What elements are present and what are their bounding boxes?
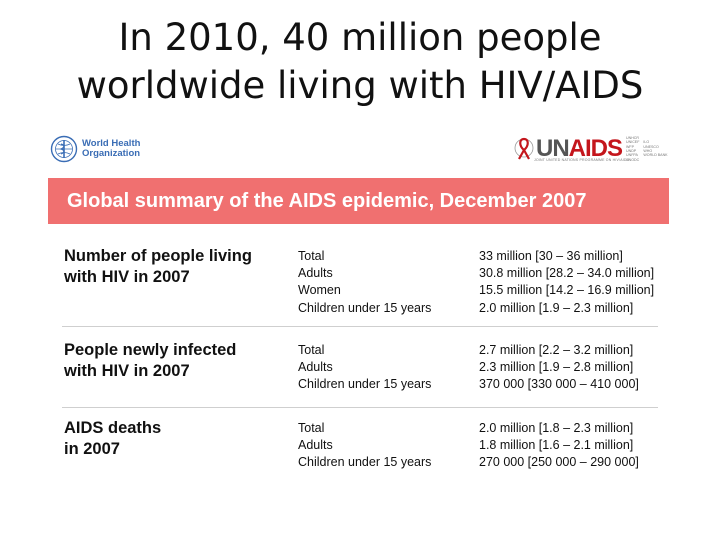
- unaids-wordmark-un: UN: [536, 135, 570, 162]
- estimate-value: 1.8 million [1.6 – 2.1 million]: [479, 438, 634, 453]
- estimate-value: 270 000 [250 000 – 290 000]: [479, 455, 639, 470]
- category-label: Total: [298, 249, 325, 263]
- category-label: Total: [298, 343, 325, 357]
- section-heading: People newly infected with HIV in 2007: [64, 340, 284, 382]
- summary-banner: Global summary of the AIDS epidemic, Dec…: [48, 178, 669, 224]
- section-heading-line: with HIV in 2007: [64, 268, 190, 286]
- value-list: 33 million [30 – 36 million] 30.8 millio…: [479, 248, 664, 317]
- cosponsor: UNDP: [626, 149, 637, 153]
- category-label: Children under 15 years: [298, 300, 432, 315]
- category-list: Total Adults Children under 15 years: [298, 342, 468, 394]
- category-label: Adults: [298, 438, 333, 453]
- cosponsor: WORLD BANK: [643, 153, 668, 158]
- cosponsor: WHO: [643, 149, 653, 153]
- category-label: Children under 15 years: [298, 455, 432, 470]
- category-list: Total Adults Women Children under 15 yea…: [298, 248, 468, 317]
- who-name-line-1: World Health: [82, 138, 141, 149]
- category-label: Total: [298, 421, 325, 435]
- section-heading-line: in 2007: [64, 440, 120, 458]
- cosponsor: WFP: [626, 144, 634, 149]
- estimate-value: 15.5 million [14.2 – 16.9 million]: [479, 283, 655, 298]
- unaids-tagline: JOINT UNITED NATIONS PROGRAMME ON HIV/AI…: [534, 158, 630, 162]
- cosponsor: ILO: [643, 140, 650, 145]
- category-list: Total Adults Children under 15 years: [298, 420, 468, 472]
- estimate-value: 2.7 million [2.2 – 3.2 million]: [479, 343, 634, 357]
- unaids-cosponsors: UNHCR UNICEF WFP UNDP UNFPA UNODC: [626, 136, 639, 162]
- estimate-value: 30.8 million [28.2 – 34.0 million]: [479, 266, 655, 281]
- estimate-value: 370 000 [330 000 – 410 000]: [479, 377, 639, 392]
- red-ribbon-icon: [514, 137, 534, 160]
- slide-title-line-2: worldwide living with HIV/AIDS: [76, 64, 644, 107]
- section-heading: AIDS deaths in 2007: [64, 418, 284, 460]
- who-name: World Health Organization: [82, 139, 140, 159]
- unaids-wordmark: UNAIDS: [536, 135, 623, 162]
- who-emblem-icon: [50, 135, 78, 163]
- estimate-value: 33 million [30 – 36 million]: [479, 249, 623, 263]
- section-heading-line: Number of people living: [64, 247, 252, 265]
- estimate-value: 2.3 million [1.9 – 2.8 million]: [479, 360, 634, 375]
- estimate-value: 2.0 million [1.8 – 2.3 million]: [479, 421, 634, 435]
- section-divider: [62, 326, 658, 327]
- slide-title: In 2010, 40 million people worldwide liv…: [0, 14, 720, 110]
- section-heading-line: AIDS deaths: [64, 419, 162, 437]
- value-list: 2.7 million [2.2 – 3.2 million] 2.3 mill…: [479, 342, 664, 394]
- who-logo: World Health Organization: [50, 134, 140, 164]
- banner-title: Global summary of the AIDS epidemic, Dec…: [67, 189, 587, 212]
- cosponsor: UNICEF: [626, 140, 640, 145]
- unaids-wordmark-aids: AIDS: [568, 135, 623, 162]
- section-heading: Number of people living with HIV in 2007: [64, 246, 284, 288]
- cosponsor: UNFPA: [626, 153, 638, 158]
- value-list: 2.0 million [1.8 – 2.3 million] 1.8 mill…: [479, 420, 664, 472]
- unaids-cosponsors-2: ILO UNESCO WHO WORLD BANK: [643, 140, 667, 158]
- cosponsor: UNODC: [626, 157, 640, 162]
- category-label: Children under 15 years: [298, 377, 432, 392]
- category-label: Women: [298, 283, 341, 298]
- section-heading-line: People newly infected: [64, 341, 237, 359]
- section-heading-line: with HIV in 2007: [64, 362, 190, 380]
- category-label: Adults: [298, 266, 333, 281]
- cosponsor: UNHCR: [626, 135, 639, 140]
- category-label: Adults: [298, 360, 333, 375]
- who-name-line-2: Organization: [82, 148, 141, 159]
- cosponsor: UNESCO: [643, 144, 659, 149]
- estimate-value: 2.0 million [1.9 – 2.3 million]: [479, 300, 634, 315]
- unaids-logo: UNAIDS UNHCR UNICEF WFP UNDP UNFPA UNODC…: [514, 134, 668, 164]
- slide-title-line-1: In 2010, 40 million people: [118, 16, 602, 59]
- section-divider: [62, 407, 658, 408]
